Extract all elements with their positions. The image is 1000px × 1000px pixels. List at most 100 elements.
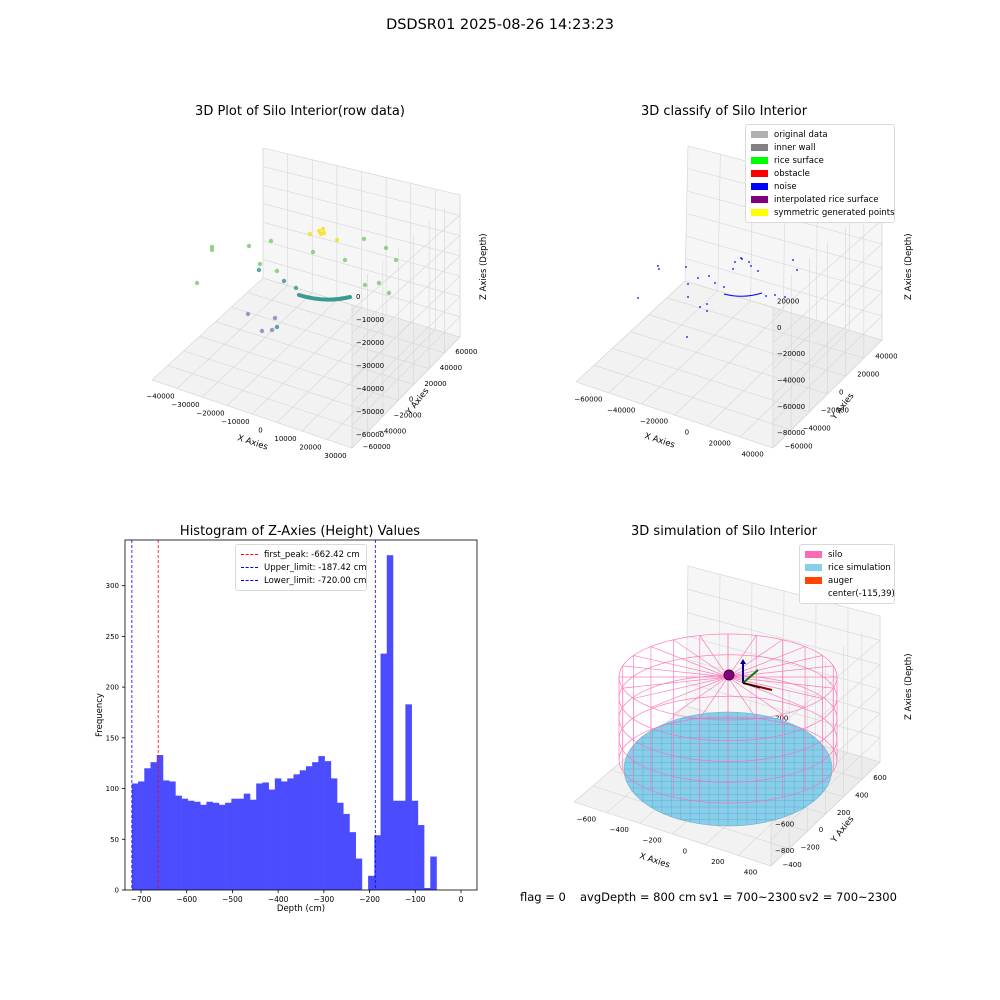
grid-line bbox=[782, 590, 785, 735]
x-tick-label: −400 bbox=[610, 826, 629, 834]
legend-item-inner-wall: inner wall bbox=[751, 141, 889, 154]
x-tick-label: −200 bbox=[642, 837, 661, 845]
histogram-bar bbox=[343, 813, 350, 890]
x-tick-label: −20000 bbox=[640, 418, 668, 426]
axis-z-arrowhead bbox=[740, 659, 746, 664]
grid-line bbox=[301, 322, 411, 432]
data-point bbox=[362, 282, 368, 288]
noise-point bbox=[750, 265, 752, 267]
x-tick-label: −400 bbox=[268, 895, 289, 904]
grid-line bbox=[648, 737, 844, 797]
histogram-bar bbox=[399, 800, 406, 890]
grid-line bbox=[276, 314, 387, 423]
histogram-bar bbox=[330, 778, 338, 890]
y-tick-label: −60000 bbox=[784, 443, 812, 451]
plot1-ylabel: Y Axies bbox=[404, 386, 432, 418]
y-tick-label: −400 bbox=[782, 861, 801, 869]
plot4-ylabel: Y Axies bbox=[829, 814, 857, 846]
noise-point bbox=[657, 265, 659, 267]
histogram-bar bbox=[349, 832, 356, 890]
legend-item-interpolated: interpolated rice surface bbox=[751, 193, 889, 206]
histogram-bar bbox=[181, 798, 189, 890]
x-tick-label: −100 bbox=[405, 895, 426, 904]
noise-point bbox=[697, 277, 699, 279]
grid-line bbox=[750, 582, 753, 725]
y-tick-label: −60000 bbox=[363, 443, 391, 451]
grid-line bbox=[685, 235, 883, 293]
legend-swatch bbox=[805, 577, 822, 584]
z-tick-label: −30000 bbox=[356, 362, 384, 370]
x-tick-label: 20000 bbox=[299, 443, 321, 451]
grid-line bbox=[351, 296, 461, 403]
grid-line bbox=[351, 215, 461, 311]
histogram-bar bbox=[206, 801, 213, 890]
figure-title: DSDSR01 2025-08-26 14:23:23 bbox=[386, 17, 614, 33]
data-point bbox=[272, 315, 278, 321]
y-tick-label: −20000 bbox=[393, 412, 421, 420]
grid-line bbox=[815, 599, 817, 744]
grid-line bbox=[739, 329, 850, 438]
grid-line bbox=[262, 166, 461, 216]
z-tick-label: 200 bbox=[775, 715, 788, 723]
silo-roof-spoke bbox=[622, 665, 729, 678]
histogram-bar bbox=[218, 804, 226, 890]
grid-line bbox=[251, 307, 362, 415]
histogram-bar bbox=[150, 762, 158, 890]
grid-line bbox=[247, 292, 445, 354]
rice-surface bbox=[623, 711, 833, 827]
grid-line bbox=[666, 297, 864, 359]
grid-line bbox=[326, 329, 436, 440]
x-tick-label: −500 bbox=[222, 895, 243, 904]
data-point bbox=[386, 290, 392, 296]
grid-line bbox=[351, 255, 461, 357]
legend-item-rice-surface: rice surface bbox=[751, 154, 889, 167]
histogram-bar bbox=[318, 756, 325, 890]
histogram-bar bbox=[374, 835, 381, 890]
grid-line bbox=[611, 769, 808, 832]
y-tick-label: 250 bbox=[106, 633, 119, 641]
noise-point bbox=[706, 310, 708, 312]
silo-roof-spoke bbox=[633, 676, 729, 699]
x-tick-label: 0 bbox=[683, 847, 687, 855]
y-tick-label: 600 bbox=[873, 774, 886, 782]
data-point bbox=[209, 247, 215, 253]
grid-line bbox=[594, 364, 792, 431]
grid-line bbox=[770, 640, 881, 734]
x-tick-label: −600 bbox=[176, 895, 197, 904]
z-tick-label: −400 bbox=[775, 794, 794, 802]
data-point bbox=[246, 243, 252, 249]
noise-point bbox=[706, 303, 708, 305]
grid-line bbox=[351, 235, 461, 334]
axes-pane bbox=[151, 277, 461, 449]
legend-line bbox=[241, 580, 258, 581]
data-point bbox=[307, 231, 313, 237]
y-tick-label: 40000 bbox=[875, 353, 897, 361]
z-tick-label: −10000 bbox=[356, 316, 384, 324]
data-point bbox=[256, 267, 262, 273]
silo-ring bbox=[618, 675, 838, 762]
y-tick-label: −40000 bbox=[378, 427, 406, 435]
noise-point bbox=[734, 261, 736, 263]
z-tick-label: −40000 bbox=[356, 385, 384, 393]
histogram-bar bbox=[380, 653, 388, 890]
legend-swatch bbox=[751, 209, 768, 216]
plot2-xlabel: X Axies bbox=[643, 431, 676, 450]
z-tick-label: 20000 bbox=[777, 298, 799, 306]
sv2-text: sv2 = 700~2300 bbox=[799, 890, 897, 904]
histogram-bar bbox=[194, 801, 201, 890]
x-tick-label: 0 bbox=[685, 429, 689, 437]
plot4-title: 3D simulation of Silo Interior bbox=[631, 524, 817, 539]
plot3-frame bbox=[124, 539, 478, 891]
silo-roof-spoke bbox=[727, 676, 806, 708]
y-tick-label: 0 bbox=[839, 389, 843, 397]
x-tick-label: 0 bbox=[258, 426, 262, 434]
histogram-bar bbox=[287, 778, 294, 890]
data-point bbox=[259, 328, 265, 334]
x-tick-label: −300 bbox=[314, 895, 335, 904]
grid-line bbox=[705, 743, 816, 845]
silo-roof-spoke bbox=[699, 635, 729, 678]
z-tick-label: −50000 bbox=[356, 408, 384, 416]
x-tick-label: −700 bbox=[131, 895, 152, 904]
silo-roof-spoke bbox=[650, 646, 729, 678]
legend-swatch bbox=[805, 551, 822, 558]
